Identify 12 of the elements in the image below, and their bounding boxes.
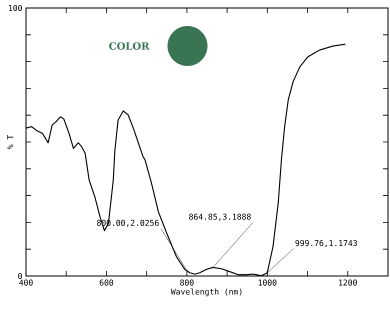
y-tick-label: 100	[8, 4, 22, 12]
y-axis-title: % T	[7, 134, 14, 150]
annotation: 999.76,1.1743	[295, 240, 357, 248]
y-tick-label: 0	[18, 272, 22, 280]
x-tick-label: 1000	[258, 280, 276, 286]
x-axis-title: Wavelength (nm)	[170, 288, 242, 296]
annotation: 864.85,3.1888	[189, 214, 251, 221]
x-tick-label: 600	[100, 280, 114, 286]
x-tick-label: 1200	[339, 280, 357, 286]
x-tick-label: 400	[19, 280, 33, 286]
x-tick-label: 800	[180, 280, 194, 286]
annotation: COLOR	[109, 42, 150, 50]
